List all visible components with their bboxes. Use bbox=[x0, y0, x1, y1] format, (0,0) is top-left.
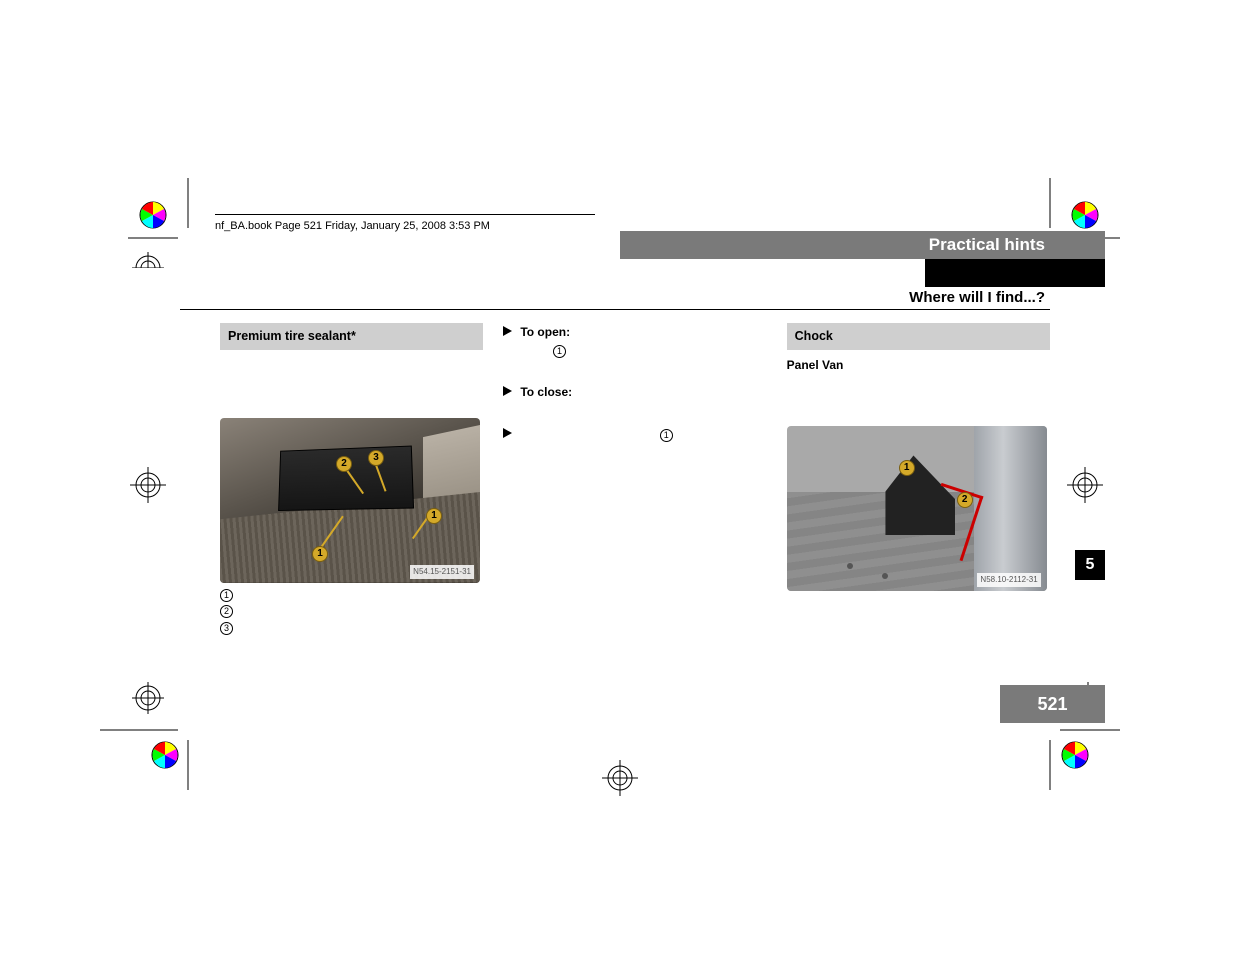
legend-num: 2 bbox=[220, 605, 233, 618]
callout-2: 2 bbox=[957, 492, 973, 508]
col1-heading: Premium tire sealant* bbox=[220, 323, 483, 350]
legend-text: Premium tire sealant with filler hose bbox=[239, 605, 413, 622]
content-columns: Premium tire sealant* The Premium tire s… bbox=[220, 323, 1050, 638]
legend-num: 1 bbox=[220, 589, 233, 602]
section-title: Practical hints bbox=[929, 235, 1045, 255]
callout-1b: 1 bbox=[426, 508, 442, 524]
figure-legend: 1 Cover 2 Premium tire sealant with filler… bbox=[220, 589, 483, 639]
callout-1: 1 bbox=[312, 546, 328, 562]
last-pre: Press quick-release locks bbox=[520, 427, 659, 441]
sub-section-title: Where will I find...? bbox=[645, 289, 1045, 306]
callout-2: 2 bbox=[336, 456, 352, 472]
column-1: Premium tire sealant* The Premium tire s… bbox=[220, 323, 483, 638]
thumb-tab: 5 bbox=[1075, 550, 1105, 580]
column-2: To open: turn the two quick-release lock… bbox=[503, 323, 766, 638]
ref-1b: 1 bbox=[660, 429, 673, 442]
col3-heading: Chock bbox=[787, 323, 1050, 350]
legend-text: Sticker bbox=[239, 622, 273, 639]
callout-1: 1 bbox=[899, 460, 915, 476]
step-close: To close: replace the cover with the qui… bbox=[503, 383, 766, 419]
col1-intro: The Premium tire sealant is located in t… bbox=[220, 356, 483, 410]
section-bar-accent bbox=[925, 259, 1105, 287]
legend-num: 3 bbox=[220, 622, 233, 635]
ref-1: 1 bbox=[553, 345, 566, 358]
page-number: 521 bbox=[1000, 685, 1105, 723]
running-header: nf_BA.book Page 521 Friday, January 25, … bbox=[215, 220, 490, 232]
step-open: To open: turn the two quick-release lock… bbox=[503, 323, 766, 377]
figure-sealant-location: 1 2 3 1 N54.15-2151-31 bbox=[220, 418, 480, 583]
col3-intro: The chock is located in the rear stowage… bbox=[787, 382, 1050, 418]
page: nf_BA.book Page 521 Friday, January 25, … bbox=[130, 175, 1105, 785]
legend-text: Cover bbox=[239, 589, 268, 606]
column-3: Chock Panel Van The chock is located in … bbox=[787, 323, 1050, 638]
col3-subheading: Panel Van bbox=[787, 358, 844, 372]
figure-code-1: N54.15-2151-31 bbox=[410, 565, 474, 579]
close-label: To close: bbox=[520, 385, 572, 399]
step-press: Press quick-release locks 1 in and turn … bbox=[503, 425, 766, 461]
sub-section-rule bbox=[180, 309, 1050, 310]
bullet-icon bbox=[503, 428, 512, 438]
bullet-icon bbox=[503, 386, 512, 396]
header-rule bbox=[215, 214, 595, 215]
callout-3: 3 bbox=[368, 450, 384, 466]
open-label: To open: bbox=[520, 325, 570, 339]
figure-code-2: N58.10-2112-31 bbox=[977, 573, 1040, 587]
bullet-icon bbox=[503, 326, 512, 336]
figure-chock-location: 1 2 N58.10-2112-31 bbox=[787, 426, 1047, 591]
